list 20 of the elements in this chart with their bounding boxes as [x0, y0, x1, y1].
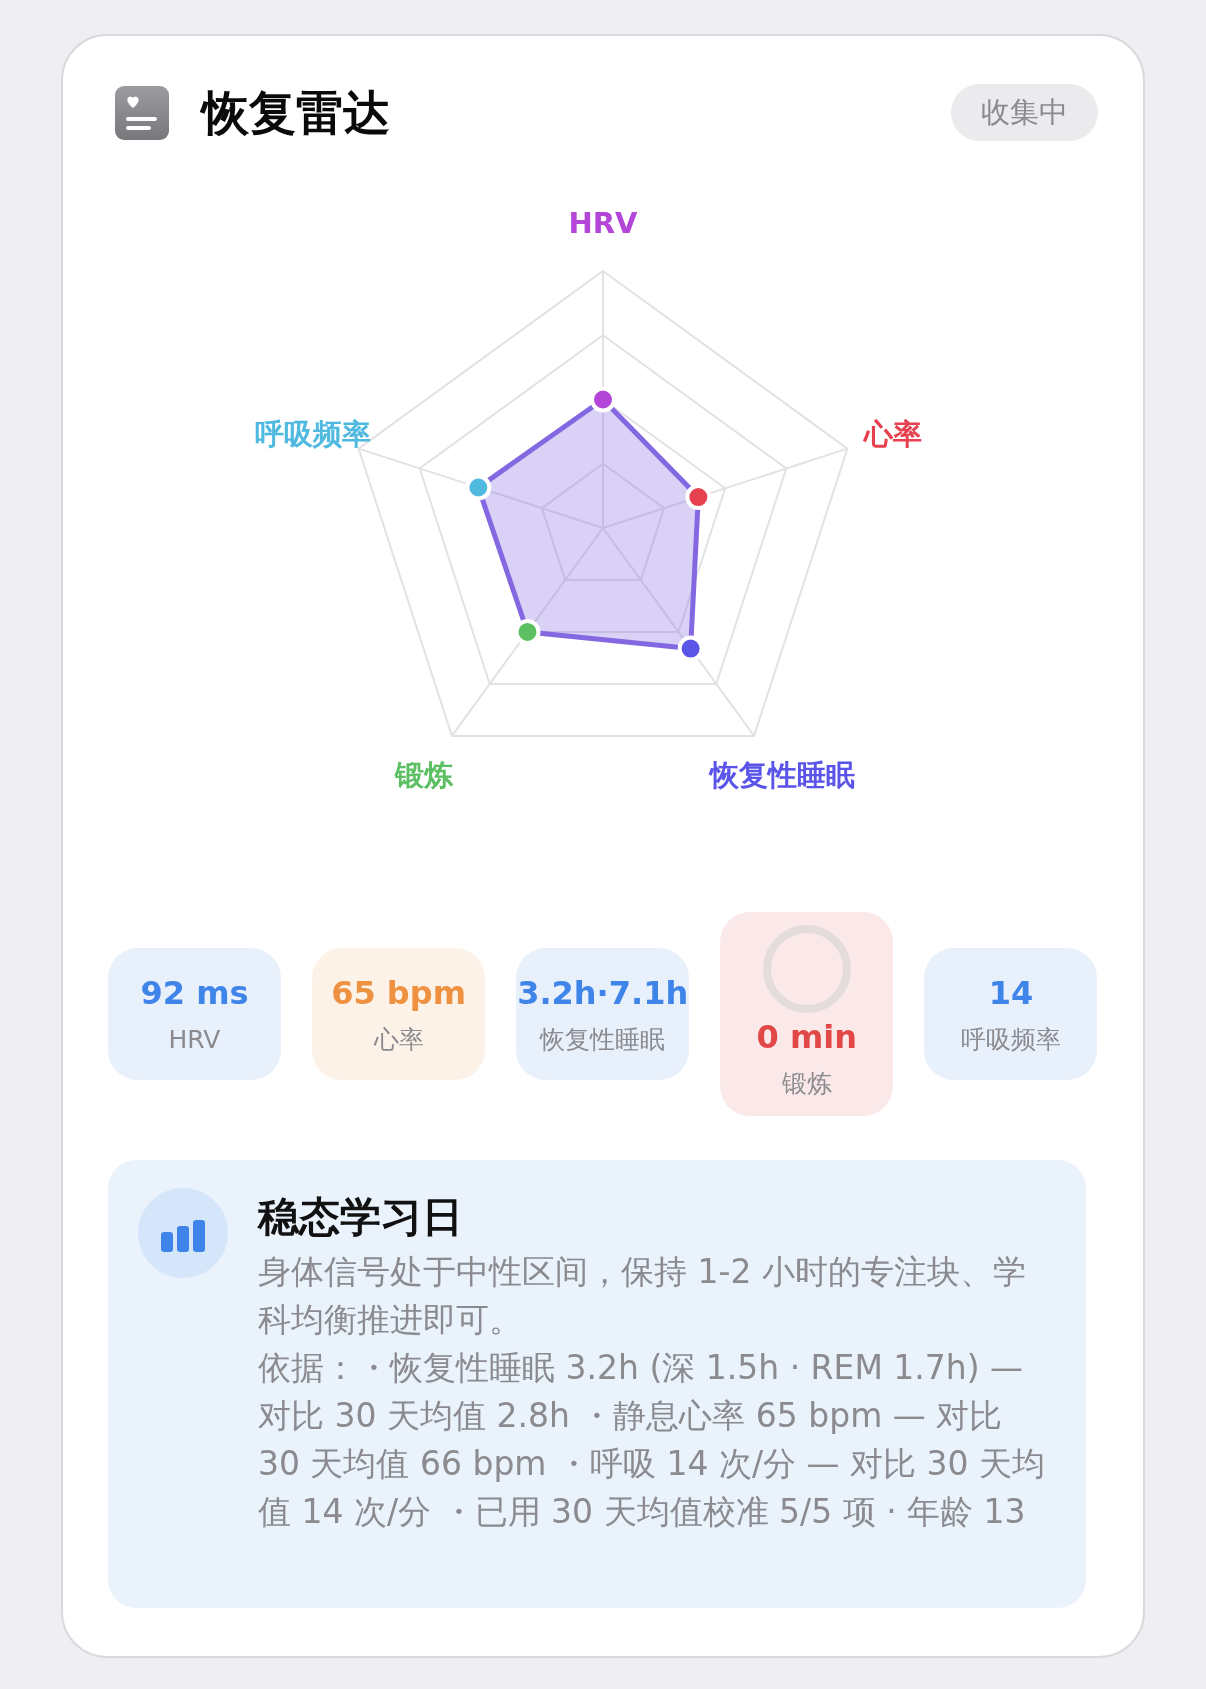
chart-title: 恢复雷达: [202, 84, 390, 142]
spoke-label: HRV: [568, 206, 639, 240]
text: 身体信号处于中性区间，保持 1-2 小时的专注块、学科均衡推进即可。: [258, 1251, 1027, 1341]
spoke-label: 心率: [862, 416, 923, 451]
text: 恢复性睡眠: [538, 1024, 667, 1056]
text: 锻炼: [780, 1068, 833, 1100]
text: 依据：・恢复性睡眠 3.2h (深 1.5h · REM 1.7h) — 对比 30 天均值 2.8h ・静息心率 65 bpm — 对比 30 天均值 66 bpm ・呼吸 14 次/分 — 对比 30 天均值 14 次/分 ・已用 30 天均值校准 5/5 项 · 年龄 13: [258, 1347, 1047, 1533]
text: 14: [987, 973, 1035, 1014]
text: 心率: [372, 1024, 425, 1056]
text: 0 min: [755, 1017, 859, 1058]
text: 呼吸频率: [959, 1024, 1062, 1056]
text: 65 bpm: [330, 973, 467, 1014]
text: 收集中: [951, 84, 1098, 141]
text: HRV: [167, 1024, 222, 1056]
text: 3.2h·7.1h: [516, 973, 690, 1014]
text: 稳态学习日: [258, 1192, 463, 1243]
spoke-label: 呼吸频率: [254, 416, 371, 451]
text: 92 ms: [139, 973, 250, 1014]
spoke-label: 恢复性睡眠: [707, 757, 855, 792]
spoke-label: 锻炼: [393, 757, 454, 792]
